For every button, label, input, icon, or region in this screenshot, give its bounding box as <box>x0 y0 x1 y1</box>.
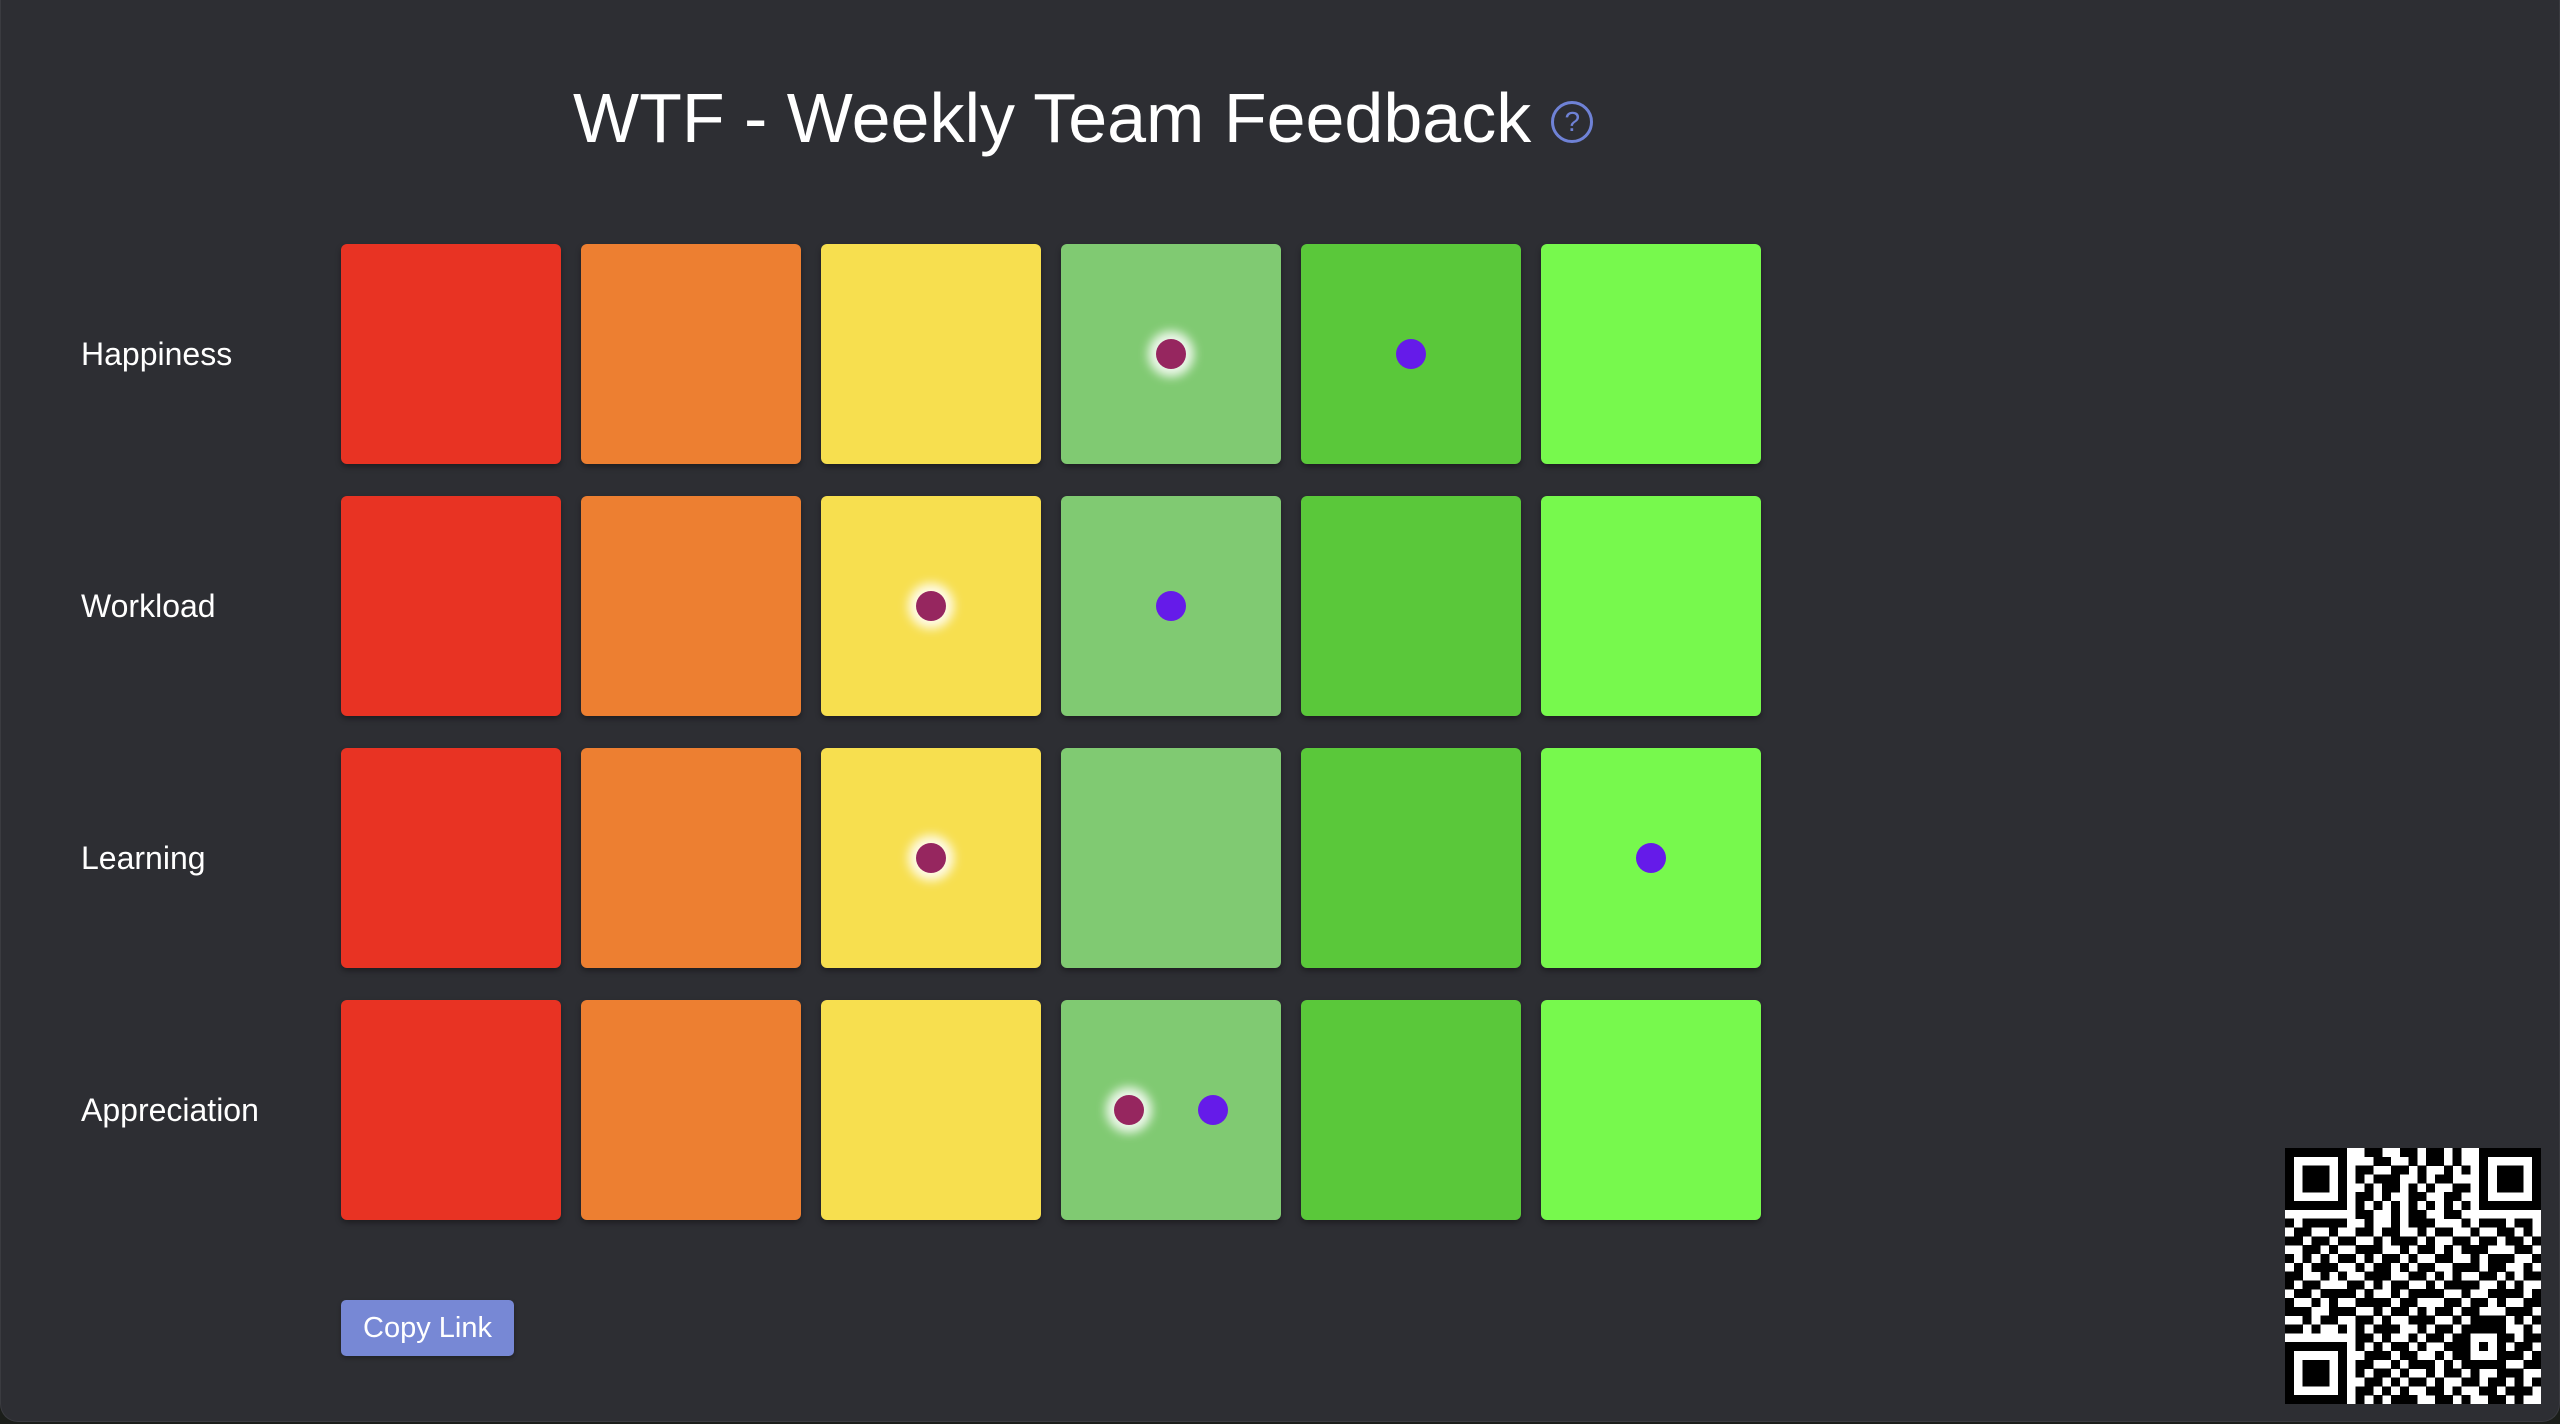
rating-tile-appreciation-4[interactable] <box>1061 1000 1281 1220</box>
rating-tile-learning-3[interactable] <box>821 748 1041 968</box>
rating-tile-workload-1[interactable] <box>341 496 561 716</box>
rating-tile-learning-2[interactable] <box>581 748 801 968</box>
row-label-learning: Learning <box>81 840 206 876</box>
my-vote-marker <box>916 843 946 873</box>
rating-tile-workload-5[interactable] <box>1301 496 1521 716</box>
rating-tile-appreciation-2[interactable] <box>581 1000 801 1220</box>
team-vote-marker <box>1396 339 1426 369</box>
my-vote-marker <box>916 591 946 621</box>
rating-tile-happiness-5[interactable] <box>1301 244 1521 464</box>
rating-tile-appreciation-5[interactable] <box>1301 1000 1521 1220</box>
rating-tile-happiness-4[interactable] <box>1061 244 1281 464</box>
page-title: WTF - Weekly Team Feedback ? <box>573 78 1594 158</box>
rating-tile-learning-6[interactable] <box>1541 748 1761 968</box>
rating-tile-happiness-6[interactable] <box>1541 244 1761 464</box>
rating-tile-workload-4[interactable] <box>1061 496 1281 716</box>
help-icon[interactable]: ? <box>1551 101 1594 143</box>
rating-tile-happiness-1[interactable] <box>341 244 561 464</box>
rating-tile-happiness-2[interactable] <box>581 244 801 464</box>
rating-tile-learning-4[interactable] <box>1061 748 1281 968</box>
rating-tile-happiness-3[interactable] <box>821 244 1041 464</box>
rating-tile-workload-2[interactable] <box>581 496 801 716</box>
row-label-happiness: Happiness <box>81 336 233 372</box>
rating-tile-appreciation-1[interactable] <box>341 1000 561 1220</box>
my-vote-marker <box>1156 339 1186 369</box>
rating-tile-workload-3[interactable] <box>821 496 1041 716</box>
qr-code <box>2285 1148 2541 1404</box>
rating-tile-appreciation-3[interactable] <box>821 1000 1041 1220</box>
rating-tile-appreciation-6[interactable] <box>1541 1000 1761 1220</box>
rating-tile-workload-6[interactable] <box>1541 496 1761 716</box>
team-vote-marker <box>1198 1095 1228 1125</box>
page-title-text: WTF - Weekly Team Feedback <box>573 79 1532 157</box>
row-label-workload: Workload <box>81 588 216 624</box>
team-vote-marker <box>1636 843 1666 873</box>
rating-tile-learning-1[interactable] <box>341 748 561 968</box>
my-vote-marker <box>1114 1095 1144 1125</box>
row-label-appreciation: Appreciation <box>81 1092 259 1128</box>
team-vote-marker <box>1156 591 1186 621</box>
qr-code-image <box>2285 1148 2541 1404</box>
rating-tile-learning-5[interactable] <box>1301 748 1521 968</box>
copy-link-button[interactable]: Copy Link <box>341 1300 514 1356</box>
